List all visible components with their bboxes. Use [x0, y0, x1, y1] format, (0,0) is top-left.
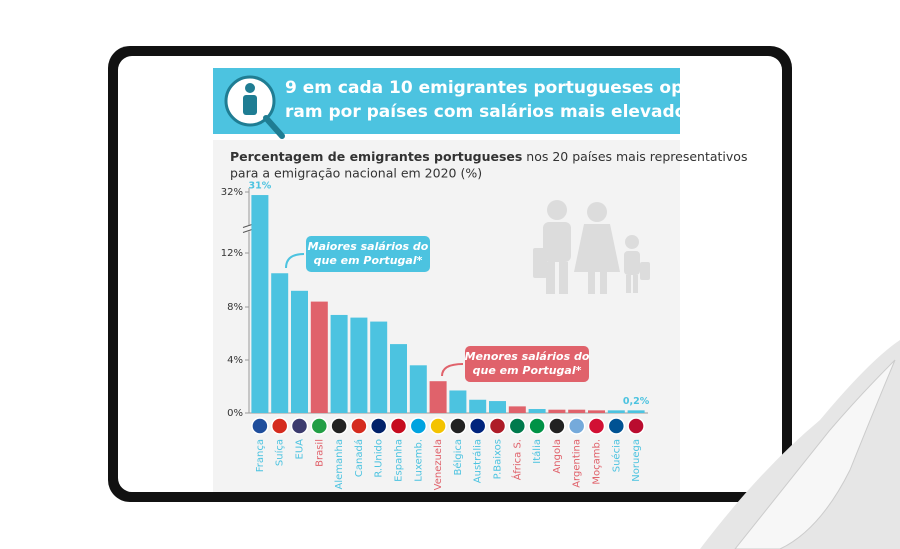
annotation-arrow [441, 363, 464, 377]
chart-background [213, 140, 680, 492]
x-tick-label: Alemanha [334, 439, 345, 489]
flag [627, 417, 645, 435]
flag [488, 417, 507, 435]
x-tick-label: Noruega [631, 439, 642, 482]
flag [290, 417, 309, 435]
annotation-text: Menores salários do [465, 350, 590, 363]
bar [330, 314, 348, 413]
annotation-box [306, 236, 430, 272]
annotation-text: que em Portugal* [473, 364, 582, 377]
flag [429, 417, 447, 435]
bar [409, 365, 427, 413]
flag [508, 417, 527, 435]
flag [350, 417, 368, 435]
bar [390, 344, 407, 413]
flag [587, 417, 606, 435]
axis-break-gap [244, 225, 254, 232]
bar [350, 317, 368, 413]
data-label: 31% [249, 181, 272, 192]
page-curl-shadow [700, 340, 900, 549]
flag [607, 417, 626, 435]
bar [528, 409, 546, 413]
x-tick-label: EUA [295, 439, 306, 460]
x-tick-label: Bélgica [452, 439, 464, 476]
x-tick-label: Moçamb. [592, 439, 603, 485]
flag [548, 417, 566, 435]
bar [291, 290, 308, 413]
x-tick-label: P.Baixos [493, 439, 504, 479]
x-tick-label: Austrália [472, 439, 484, 483]
annotation-text: Maiores salários do [308, 240, 429, 253]
annotation-arrow [285, 253, 305, 269]
y-tick-label: 4% [227, 355, 243, 366]
flag [270, 417, 289, 435]
subtitle-text: para a emigração nacional em 2020 (%) [230, 166, 482, 181]
x-tick-label: França [255, 439, 266, 472]
y-tick-label: 0% [227, 408, 243, 419]
x-tick-label: Espanha [394, 439, 405, 482]
bar [271, 273, 289, 413]
page-curl [734, 359, 896, 549]
bar [607, 410, 625, 413]
title-icon [224, 75, 285, 139]
x-tick-label: Suécia [610, 439, 622, 472]
title-banner [213, 68, 680, 134]
x-tick-label: Canadá [353, 439, 365, 477]
flag [389, 417, 408, 435]
bar [429, 381, 447, 413]
data-label: 0,2% [623, 396, 650, 407]
title-line: 9 em cada 10 emigrantes portugueses opta… [285, 78, 710, 98]
x-tick-label: Angola [552, 439, 563, 474]
bar [508, 406, 526, 413]
x-tick-label: Brasil [314, 439, 325, 467]
bar [627, 410, 645, 413]
y-tick-label: 8% [227, 302, 243, 313]
bar [310, 301, 328, 413]
title-line: ram por países com salários mais elevado… [285, 102, 705, 122]
x-tick-label: Argentina [572, 439, 583, 488]
bar [588, 410, 605, 413]
flag [409, 417, 428, 435]
x-tick-label: Luxemb. [413, 439, 424, 482]
flag [369, 417, 388, 435]
bar [568, 409, 586, 413]
subtitle: Percentagem de emigrantes portugueses no… [230, 149, 747, 164]
x-tick-label: Venezuela [433, 439, 444, 490]
x-tick-label: R.Unido [374, 439, 385, 478]
x-tick-label: Itália [531, 439, 543, 464]
bar [489, 401, 506, 413]
x-tick-label: África S. [510, 439, 523, 480]
y-tick-label: 32% [221, 187, 243, 198]
bar [370, 321, 388, 413]
bar [449, 390, 467, 413]
subtitle-bold: Percentagem de emigrantes portugueses [230, 149, 522, 164]
subtitle-text: nos 20 países mais representativos [522, 149, 747, 164]
bar [548, 409, 566, 413]
family-illustration [533, 200, 650, 294]
y-tick-label: 12% [221, 248, 243, 259]
flag [567, 417, 586, 435]
flag [310, 417, 329, 435]
annotation-box [465, 346, 589, 382]
bar [469, 399, 487, 413]
annotation-text: que em Portugal* [314, 254, 423, 267]
bar [251, 195, 269, 413]
flag [449, 417, 467, 435]
flag [528, 417, 546, 435]
flag [468, 417, 487, 435]
x-tick-label: Suíça [274, 439, 286, 466]
flag [251, 417, 269, 435]
flag [330, 417, 348, 435]
